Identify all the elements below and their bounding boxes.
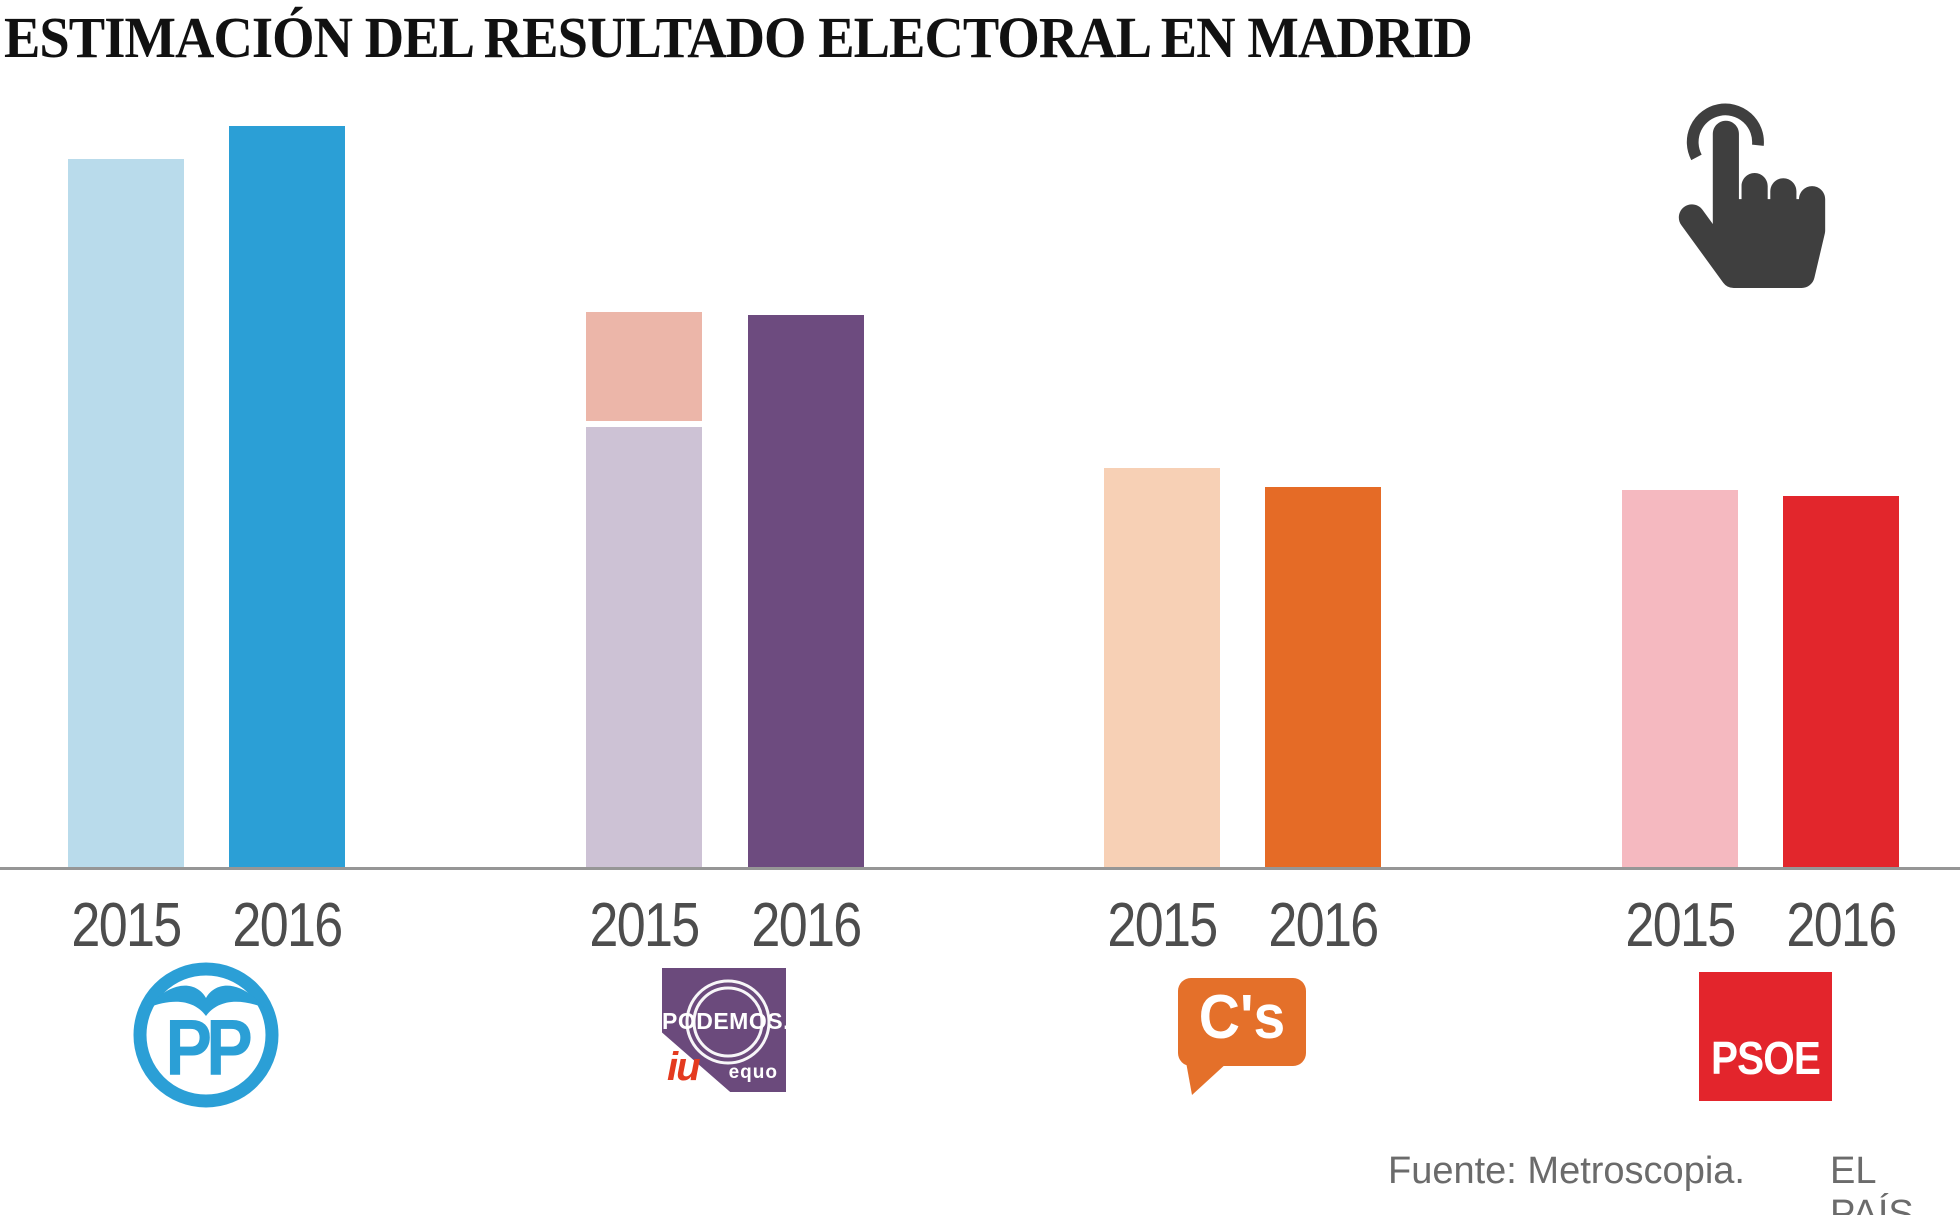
bar-cs-2016[interactable] (1265, 487, 1381, 868)
bar-psoe-2015[interactable] (1622, 489, 1738, 868)
brand-credit: EL PAÍS (1830, 1150, 1914, 1215)
psoe-logo-label: PSOE (1711, 1032, 1821, 1084)
chart-title: ESTIMACIÓN DEL RESULTADO ELECTORAL EN MA… (4, 5, 1473, 70)
bar-podemos-2015-iu-equo[interactable] (586, 311, 702, 422)
year-label-cs-2015: 2015 (1107, 891, 1218, 960)
bar-cs-2015[interactable] (1104, 468, 1220, 868)
podemos-ring-icon (685, 979, 771, 1065)
year-label-podemos-2015: 2015 (589, 891, 700, 960)
bar-podemos-2016[interactable] (748, 315, 864, 868)
podemos-logo-label: PODEMOS. (662, 1008, 790, 1034)
bar-pp-2016[interactable] (229, 126, 345, 868)
equo-logo-label: equo (728, 1062, 778, 1083)
ciudadanos-logo: C's (1176, 976, 1310, 1096)
pp-logo: PP (131, 960, 281, 1110)
touch-gesture-icon (1678, 103, 1826, 288)
year-label-psoe-2016: 2016 (1786, 891, 1897, 960)
psoe-logo: PSOE (1699, 972, 1832, 1101)
year-label-pp-2015: 2015 (71, 891, 182, 960)
year-label-cs-2016: 2016 (1268, 891, 1379, 960)
pp-logo-label: PP (165, 1003, 253, 1092)
year-label-psoe-2015: 2015 (1625, 891, 1736, 960)
x-axis-line (0, 867, 1960, 870)
pp-logo-circle (133, 962, 279, 1108)
gull-icon (147, 985, 265, 1016)
ciudadanos-logo-label: C's (1198, 983, 1286, 1052)
bar-chart[interactable] (0, 0, 1960, 868)
bar-pp-2015[interactable] (68, 158, 184, 868)
bar-podemos-2015-podemos[interactable] (586, 427, 702, 868)
bar-psoe-2016[interactable] (1783, 496, 1899, 868)
year-label-pp-2016: 2016 (232, 891, 343, 960)
year-label-podemos-2016: 2016 (751, 891, 862, 960)
source-credit: Fuente: Metroscopia. (1388, 1150, 1745, 1192)
podemos-logo: PODEMOS. iu equo (662, 968, 790, 1092)
iu-logo-label: iu (667, 1045, 701, 1089)
speech-bubble-icon (1178, 978, 1306, 1095)
